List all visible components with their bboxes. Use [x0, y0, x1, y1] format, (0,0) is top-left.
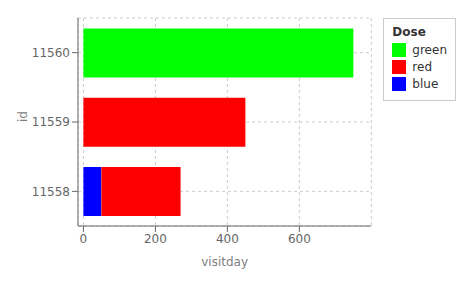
html-text:green: green: [412, 43, 447, 57]
html-text:blue: blue: [412, 77, 439, 91]
svg-text:id: id: [16, 111, 30, 122]
svg-text:11560: 11560: [32, 46, 70, 60]
svg-text:11559: 11559: [32, 115, 70, 129]
svg-text:11558: 11558: [32, 185, 70, 199]
svg-text:400: 400: [216, 232, 239, 246]
html-text:red: red: [412, 60, 432, 74]
svg-text:200: 200: [144, 232, 167, 246]
svg-text:0: 0: [80, 232, 88, 246]
svg-text:600: 600: [288, 232, 311, 246]
html-text:Dose: Dose: [392, 25, 426, 39]
svg-text:visitday: visitday: [201, 255, 248, 269]
